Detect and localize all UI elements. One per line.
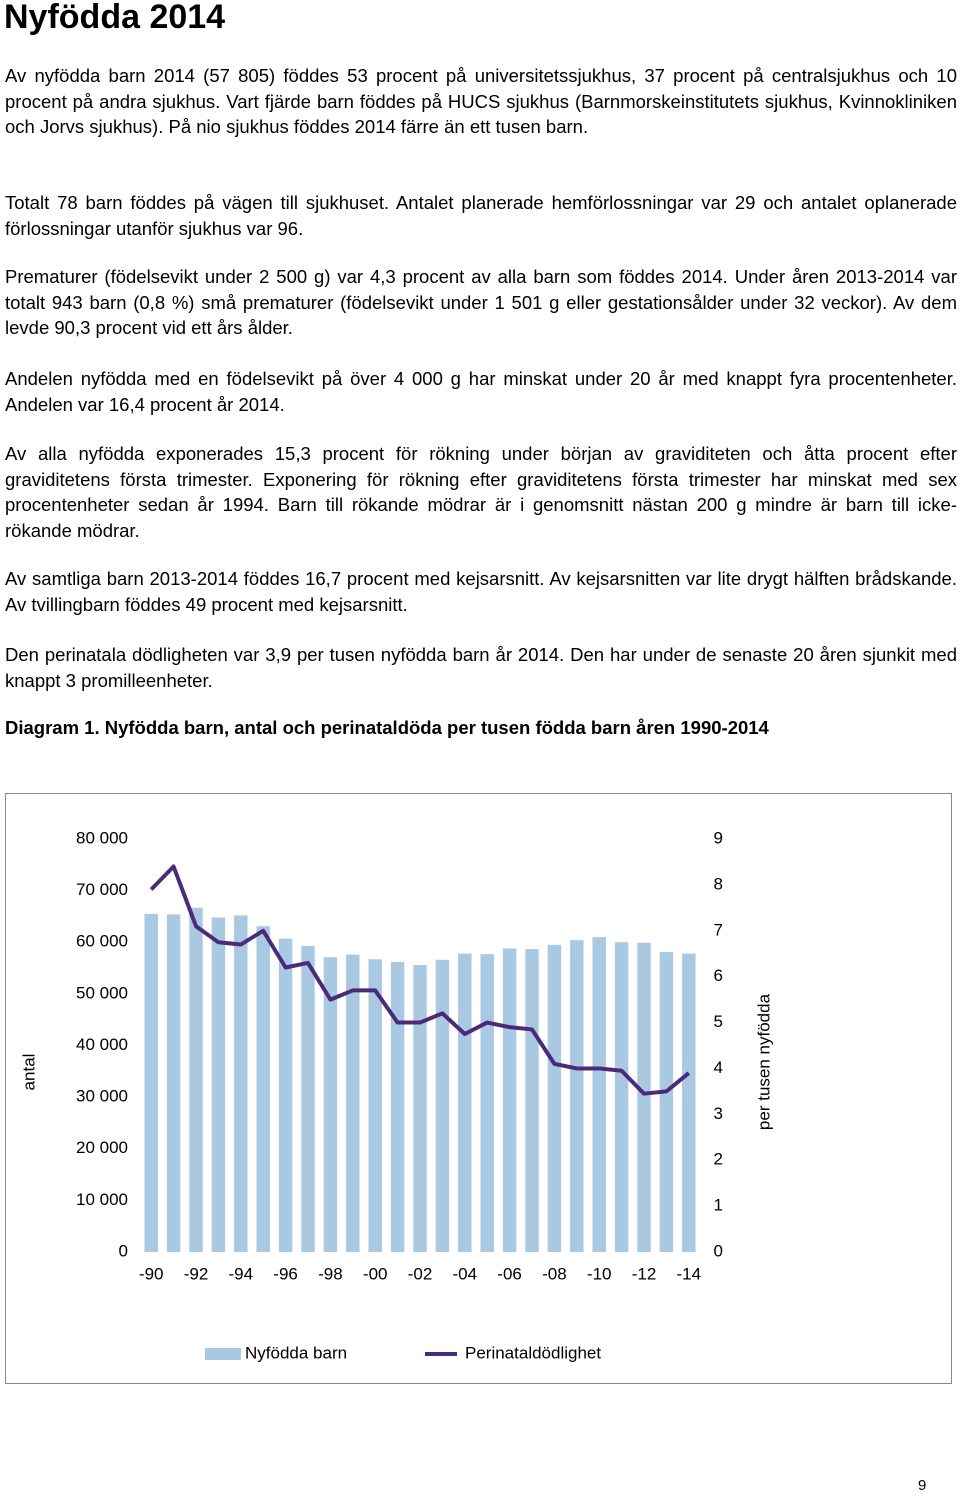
page-number: 9 bbox=[918, 1477, 927, 1494]
bar bbox=[323, 957, 338, 1252]
line bbox=[149, 864, 691, 1096]
y2-axis-label: per tusen nyfödda bbox=[754, 993, 773, 1130]
x-tick-label: -08 bbox=[542, 1264, 567, 1283]
bar bbox=[435, 959, 450, 1252]
bar bbox=[480, 954, 494, 1252]
x-tick-label: -92 bbox=[184, 1264, 209, 1283]
y-tick-label: 70 000 bbox=[76, 880, 128, 899]
y2-tick-label: 5 bbox=[714, 1012, 723, 1031]
bar bbox=[458, 953, 472, 1252]
x-tick-label: -98 bbox=[318, 1264, 343, 1283]
legend-swatch bbox=[205, 1348, 241, 1360]
y2-tick-label: 3 bbox=[714, 1104, 723, 1123]
x-tick-label: -10 bbox=[587, 1264, 612, 1283]
bar bbox=[211, 917, 226, 1252]
y-tick-label: 60 000 bbox=[76, 932, 128, 951]
paragraph: Prematurer (födelsevikt under 2 500 g) v… bbox=[5, 266, 957, 338]
bar bbox=[234, 915, 248, 1252]
y2-tick-label: 7 bbox=[714, 920, 723, 939]
legend-label: Perinataldödlighet bbox=[465, 1343, 601, 1362]
y2-tick-label: 6 bbox=[714, 966, 723, 985]
bar bbox=[659, 952, 674, 1252]
bar bbox=[592, 937, 606, 1252]
paragraph: Den perinatala dödligheten var 3,9 per t… bbox=[5, 644, 957, 691]
paragraph: Av nyfödda barn 2014 (57 805) föddes 53 … bbox=[5, 65, 957, 137]
bar bbox=[256, 926, 270, 1252]
paragraph: Av alla nyfödda exponerades 15,3 procent… bbox=[5, 443, 957, 541]
y2-tick-label: 1 bbox=[714, 1196, 723, 1215]
paragraph: Totalt 78 barn föddes på vägen till sjuk… bbox=[5, 192, 957, 239]
diagram-caption: Diagram 1. Nyfödda barn, antal och perin… bbox=[5, 717, 769, 738]
bar bbox=[570, 940, 584, 1252]
bar bbox=[547, 944, 562, 1252]
y2-tick-label: 9 bbox=[714, 828, 723, 847]
y-tick-label: 20 000 bbox=[76, 1138, 128, 1157]
y-tick-label: 40 000 bbox=[76, 1035, 128, 1054]
x-tick-label: -04 bbox=[453, 1264, 478, 1283]
bar bbox=[166, 914, 181, 1252]
bar bbox=[278, 938, 293, 1252]
y-axis-label: antal bbox=[19, 1054, 38, 1091]
y-tick-label: 80 000 bbox=[76, 828, 128, 847]
bar bbox=[502, 948, 517, 1252]
x-tick-label: -96 bbox=[273, 1264, 298, 1283]
bar bbox=[525, 948, 539, 1252]
x-tick-label: -02 bbox=[408, 1264, 433, 1283]
bar bbox=[144, 913, 158, 1252]
legend-label: Nyfödda barn bbox=[245, 1343, 347, 1362]
paragraph: Av samtliga barn 2013-2014 föddes 16,7 p… bbox=[5, 568, 957, 615]
y2-tick-label: 4 bbox=[714, 1058, 723, 1077]
y2-tick-label: 8 bbox=[714, 874, 723, 893]
y-tick-label: 30 000 bbox=[76, 1087, 128, 1106]
bar bbox=[368, 959, 382, 1252]
x-tick-label: -06 bbox=[497, 1264, 522, 1283]
bar bbox=[637, 942, 651, 1252]
y-tick-label: 10 000 bbox=[76, 1190, 128, 1209]
x-tick-label: -14 bbox=[677, 1264, 702, 1283]
page-title: Nyfödda 2014 bbox=[4, 0, 226, 36]
bar bbox=[614, 942, 629, 1252]
y-tick-label: 50 000 bbox=[76, 983, 128, 1002]
x-tick-label: -94 bbox=[229, 1264, 254, 1283]
bar bbox=[346, 954, 360, 1252]
x-tick-label: -90 bbox=[139, 1264, 164, 1283]
bar bbox=[301, 945, 315, 1252]
bar bbox=[189, 907, 203, 1252]
y2-tick-label: 2 bbox=[714, 1150, 723, 1169]
chart-frame bbox=[5, 793, 952, 1384]
bar bbox=[390, 961, 405, 1252]
x-tick-label: -12 bbox=[632, 1264, 657, 1283]
x-tick-label: -00 bbox=[363, 1264, 388, 1283]
bar bbox=[413, 964, 427, 1252]
bar bbox=[682, 953, 696, 1252]
paragraph: Andelen nyfödda med en födelsevikt på öv… bbox=[5, 368, 957, 415]
y-tick-label: 0 bbox=[119, 1241, 128, 1260]
y2-tick-label: 0 bbox=[714, 1241, 723, 1260]
chart: antal per tusen nyfödda 0 10 000 20 000 30 … bbox=[5, 793, 952, 1384]
